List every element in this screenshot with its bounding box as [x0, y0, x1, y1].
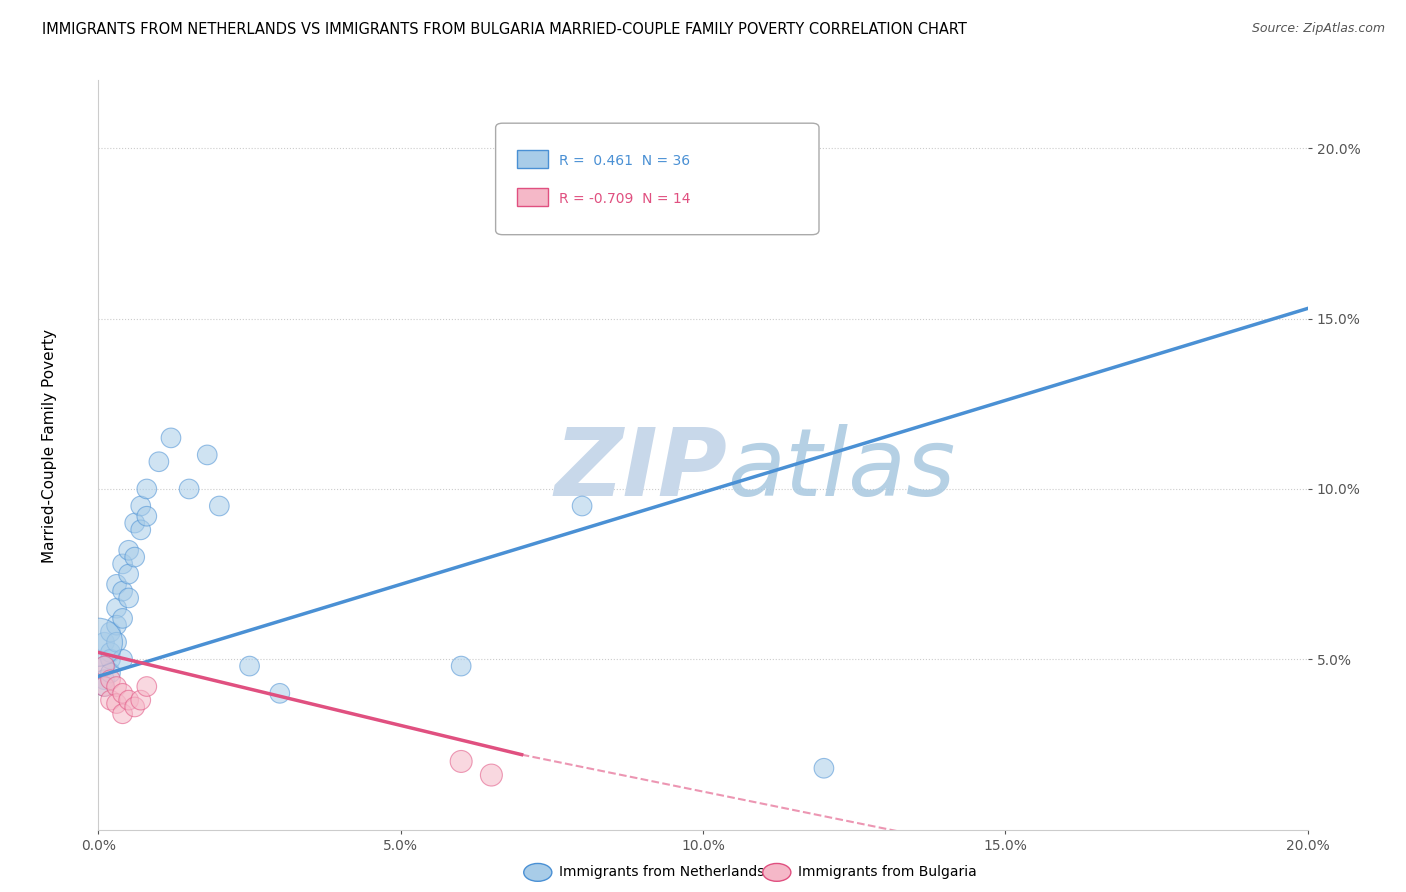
Point — [124, 700, 146, 714]
Point — [148, 455, 170, 469]
Point — [100, 693, 122, 707]
Point — [105, 618, 128, 632]
Point — [208, 499, 231, 513]
Point — [100, 652, 122, 666]
Point — [179, 482, 201, 496]
Point — [118, 567, 141, 582]
Point — [118, 591, 141, 605]
Point — [111, 706, 134, 721]
Text: R =  0.461  N = 36: R = 0.461 N = 36 — [560, 153, 690, 168]
Point — [111, 584, 134, 599]
Point — [105, 577, 128, 591]
Point — [135, 680, 157, 694]
Point — [571, 499, 593, 513]
Point — [129, 499, 152, 513]
Point — [450, 755, 472, 769]
Point — [124, 516, 146, 530]
Point — [269, 686, 291, 700]
Point — [93, 635, 115, 649]
Point — [135, 482, 157, 496]
Point — [450, 659, 472, 673]
Text: R = -0.709  N = 14: R = -0.709 N = 14 — [560, 192, 690, 206]
Point — [87, 635, 110, 649]
Text: Married-Couple Family Poverty: Married-Couple Family Poverty — [42, 329, 56, 563]
Point — [105, 635, 128, 649]
Point — [111, 652, 134, 666]
Point — [481, 768, 503, 782]
Point — [93, 680, 115, 694]
Point — [111, 686, 134, 700]
Point — [160, 431, 183, 445]
Text: atlas: atlas — [727, 425, 956, 516]
Point — [111, 557, 134, 571]
Text: Source: ZipAtlas.com: Source: ZipAtlas.com — [1251, 22, 1385, 36]
Point — [100, 673, 122, 687]
Point — [100, 665, 122, 680]
Point — [93, 680, 115, 694]
Point — [93, 673, 115, 687]
Point — [129, 693, 152, 707]
Point — [118, 543, 141, 558]
Point — [118, 693, 141, 707]
Point — [124, 550, 146, 565]
Point — [105, 697, 128, 711]
Text: IMMIGRANTS FROM NETHERLANDS VS IMMIGRANTS FROM BULGARIA MARRIED-COUPLE FAMILY PO: IMMIGRANTS FROM NETHERLANDS VS IMMIGRANT… — [42, 22, 967, 37]
Point — [111, 611, 134, 625]
Point — [195, 448, 218, 462]
Point — [135, 509, 157, 524]
Point — [239, 659, 262, 673]
Text: Immigrants from Bulgaria: Immigrants from Bulgaria — [799, 865, 977, 880]
Point — [813, 761, 835, 775]
Point — [100, 645, 122, 659]
Point — [100, 625, 122, 640]
Text: Immigrants from Netherlands: Immigrants from Netherlands — [560, 865, 765, 880]
Point — [105, 601, 128, 615]
Text: ZIP: ZIP — [554, 424, 727, 516]
Point — [93, 659, 115, 673]
Point — [129, 523, 152, 537]
Point — [105, 680, 128, 694]
Point — [93, 659, 115, 673]
